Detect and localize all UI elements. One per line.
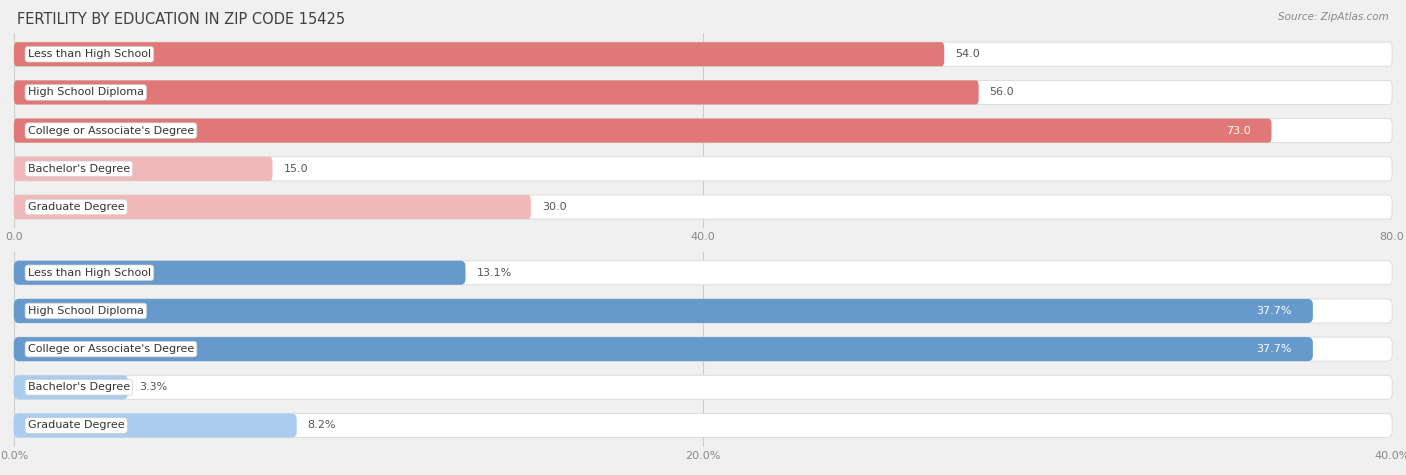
FancyBboxPatch shape — [14, 299, 1313, 323]
FancyBboxPatch shape — [14, 195, 1392, 219]
FancyBboxPatch shape — [14, 299, 1392, 323]
Text: High School Diploma: High School Diploma — [28, 306, 143, 316]
FancyBboxPatch shape — [14, 195, 531, 219]
FancyBboxPatch shape — [14, 42, 945, 66]
Text: 73.0: 73.0 — [1226, 125, 1251, 136]
FancyBboxPatch shape — [14, 261, 465, 285]
FancyBboxPatch shape — [14, 80, 1392, 104]
FancyBboxPatch shape — [14, 42, 1392, 66]
Text: 3.3%: 3.3% — [139, 382, 167, 392]
FancyBboxPatch shape — [14, 375, 128, 399]
Text: 30.0: 30.0 — [541, 202, 567, 212]
FancyBboxPatch shape — [14, 157, 273, 181]
Text: 15.0: 15.0 — [284, 164, 308, 174]
Text: FERTILITY BY EDUCATION IN ZIP CODE 15425: FERTILITY BY EDUCATION IN ZIP CODE 15425 — [17, 12, 344, 27]
Text: College or Associate's Degree: College or Associate's Degree — [28, 344, 194, 354]
Text: Less than High School: Less than High School — [28, 268, 150, 278]
Text: 8.2%: 8.2% — [308, 420, 336, 430]
Text: 56.0: 56.0 — [990, 87, 1014, 97]
Text: Less than High School: Less than High School — [28, 49, 150, 59]
Text: Graduate Degree: Graduate Degree — [28, 202, 125, 212]
FancyBboxPatch shape — [14, 119, 1392, 142]
FancyBboxPatch shape — [14, 413, 1392, 437]
FancyBboxPatch shape — [14, 337, 1313, 361]
Text: 37.7%: 37.7% — [1257, 306, 1292, 316]
Text: College or Associate's Degree: College or Associate's Degree — [28, 125, 194, 136]
Text: 37.7%: 37.7% — [1257, 344, 1292, 354]
Text: High School Diploma: High School Diploma — [28, 87, 143, 97]
FancyBboxPatch shape — [14, 80, 979, 104]
Text: Bachelor's Degree: Bachelor's Degree — [28, 164, 129, 174]
Text: 13.1%: 13.1% — [477, 268, 512, 278]
FancyBboxPatch shape — [14, 337, 1392, 361]
FancyBboxPatch shape — [14, 119, 1271, 142]
FancyBboxPatch shape — [14, 261, 1392, 285]
Text: Source: ZipAtlas.com: Source: ZipAtlas.com — [1278, 12, 1389, 22]
FancyBboxPatch shape — [14, 157, 1392, 181]
Text: Bachelor's Degree: Bachelor's Degree — [28, 382, 129, 392]
Text: Graduate Degree: Graduate Degree — [28, 420, 125, 430]
Text: 54.0: 54.0 — [955, 49, 980, 59]
FancyBboxPatch shape — [14, 375, 1392, 399]
FancyBboxPatch shape — [14, 413, 297, 437]
